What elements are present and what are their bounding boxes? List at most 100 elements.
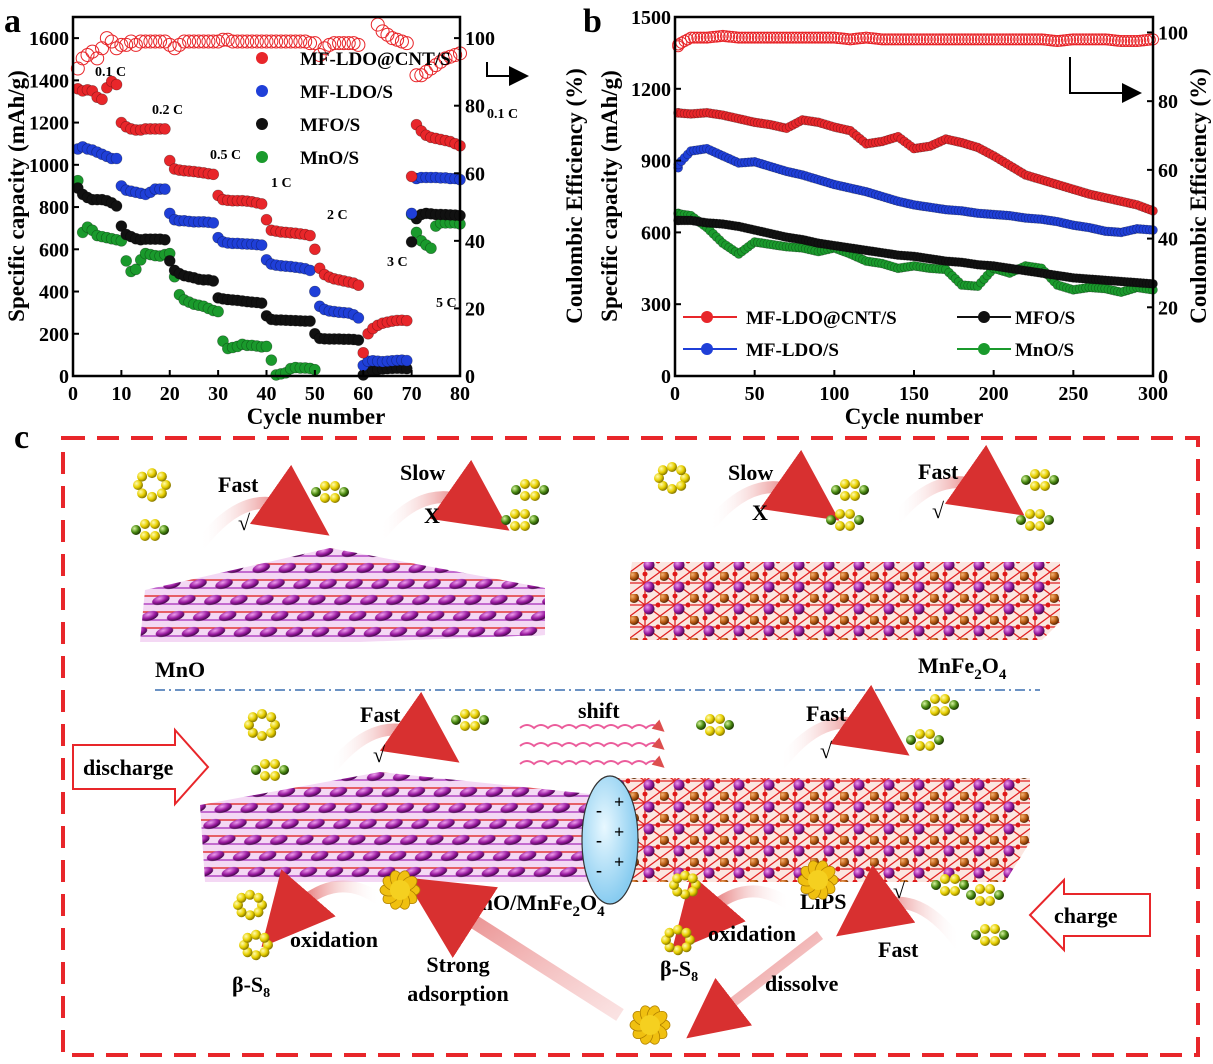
ce-point [681, 33, 694, 46]
ce-point [876, 33, 889, 46]
core [390, 880, 410, 900]
atom [260, 759, 270, 769]
data-point [110, 200, 123, 212]
data-point [309, 243, 321, 256]
atom [520, 521, 530, 531]
atom [850, 479, 860, 489]
ce-point [138, 34, 153, 49]
atom [1040, 469, 1050, 479]
ce-point [847, 32, 860, 45]
ce-point [987, 33, 1000, 46]
ce-point [274, 34, 289, 49]
atom [510, 521, 520, 531]
ce-point [688, 31, 701, 44]
data-point [352, 334, 365, 346]
ce-point [821, 31, 834, 44]
ce-point [162, 37, 177, 52]
data-point [110, 78, 123, 91]
ce-point [1038, 33, 1051, 46]
y-tick-label: 900 [641, 151, 671, 173]
atom [1035, 521, 1045, 531]
strong-adsorption-label: adsorption [407, 981, 508, 1006]
sulfur-atom [680, 473, 690, 483]
s8-ring [233, 889, 267, 921]
ce-point [235, 34, 250, 49]
legend-marker-mf-ldo-cnt [701, 311, 713, 323]
ce-point [341, 36, 356, 51]
data-point [163, 255, 176, 267]
y2-tick-label: 60 [465, 163, 485, 185]
atom [159, 525, 169, 535]
ce-point [332, 36, 347, 51]
legend-label: MF-LDO@CNT/S [746, 308, 897, 329]
ce-point [133, 34, 148, 49]
ce-point [1000, 33, 1013, 46]
atom [320, 493, 330, 503]
sulfur-atom [676, 465, 687, 476]
plus-sign: + [614, 822, 624, 842]
sulfur-atom [244, 720, 254, 730]
ce-point [278, 34, 293, 49]
atom [826, 515, 836, 525]
ce-point [761, 31, 774, 44]
discharge-arrow-icon [72, 727, 210, 807]
x-tick-label: 60 [353, 383, 373, 405]
sulfur-atom [672, 873, 683, 884]
atom [999, 930, 1009, 940]
ce-point [1118, 35, 1131, 48]
ce-point [1064, 33, 1077, 46]
atom [854, 515, 864, 525]
adsorbed-lips-icon [629, 1005, 671, 1045]
atom [840, 491, 850, 501]
legend-label: MF-LDO/S [746, 340, 839, 361]
beta-s8-label: β-S8 [660, 956, 698, 985]
ce-point [732, 31, 745, 44]
sulfur-atom [156, 471, 167, 482]
y2-tick-label: 100 [465, 28, 495, 50]
ce-point [201, 34, 216, 49]
ce-point [186, 34, 201, 49]
ce-point [375, 24, 390, 39]
atom [925, 729, 935, 739]
lips-cluster [696, 714, 734, 736]
sulfur-atom [147, 491, 157, 502]
ce-point [1096, 33, 1109, 46]
ce-point [1105, 34, 1118, 47]
legend-marker-mf-ldo [256, 85, 268, 97]
ce-point [770, 31, 783, 44]
atom [1016, 515, 1026, 525]
atom [330, 481, 340, 491]
ce-point [700, 31, 713, 44]
ce-point [818, 31, 831, 44]
ce-point [249, 34, 264, 49]
chart-a-x-axis-title: Cycle number [247, 404, 386, 429]
atom [451, 715, 461, 725]
atom [251, 765, 261, 775]
ce-point [908, 33, 920, 46]
ce-point [726, 30, 739, 43]
discharge-label: discharge [83, 755, 174, 780]
data-point [304, 315, 316, 327]
mno-label: MnO [155, 657, 205, 682]
minus-sign: - [596, 830, 602, 850]
diffusion-arrow-icon [325, 691, 460, 774]
lips-cluster [826, 509, 864, 531]
atom [339, 487, 349, 497]
sulfur-atom [680, 870, 690, 881]
legend-marker-mf-ldo-cnt [256, 52, 268, 64]
ce-point [694, 31, 707, 44]
ce-point [283, 34, 298, 49]
ce-point [952, 33, 965, 46]
data-point [304, 264, 316, 277]
ce-point [949, 33, 962, 46]
ce-point [409, 68, 424, 83]
s8-ring [669, 870, 701, 900]
legend-label: MnO/S [300, 148, 359, 169]
dissolve-label: dissolve [765, 971, 839, 996]
ce-point [710, 30, 723, 43]
legend-marker-mfo [256, 118, 268, 130]
x-tick-label: 300 [1138, 383, 1168, 405]
diffusion-arrow-icon [375, 459, 510, 539]
shift-label: shift [578, 698, 620, 723]
y-tick-label: 1200 [29, 113, 69, 135]
